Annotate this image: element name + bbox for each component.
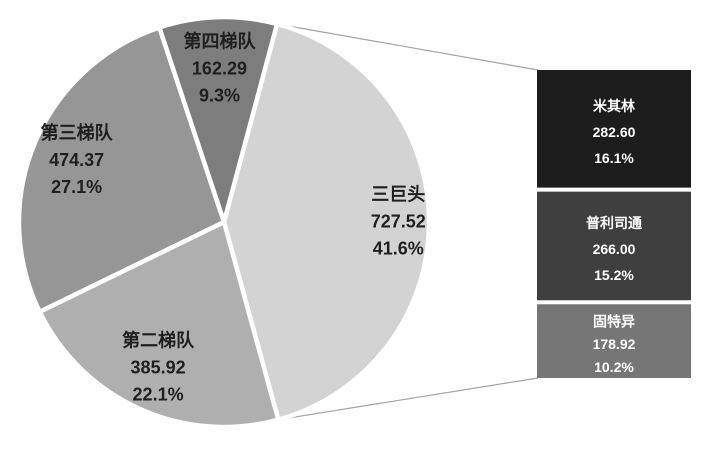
pie-slice-third-tier [16, 25, 227, 314]
bar-segment-percentage: 15.2% [594, 267, 634, 283]
pie-slice-percentage: 41.6% [373, 238, 424, 258]
pie-slice-percentage: 27.1% [51, 177, 102, 197]
bar-segment-value: 266.00 [593, 241, 636, 257]
pie-slice-percentage: 9.3% [199, 85, 240, 105]
bar-segment-label: 固特异 [593, 313, 635, 329]
connector-line-bottom [278, 377, 539, 421]
pie-slice-label: 第四梯队 [183, 30, 256, 51]
pie-slice-value: 385.92 [131, 358, 186, 378]
connector-line-top [276, 23, 539, 71]
pie-slice-big-three [221, 21, 432, 422]
bar-segment-percentage: 16.1% [594, 150, 634, 166]
bar-segment-value: 282.60 [593, 124, 636, 140]
pie-slice-label: 三巨头 [371, 184, 425, 204]
pie-slice-percentage: 22.1% [133, 385, 184, 405]
pie-slice-label: 第三梯队 [41, 122, 114, 143]
pie-slice-value: 474.37 [49, 150, 104, 170]
pie-slice-value: 727.52 [371, 211, 426, 231]
pie-slice-second-tier [37, 219, 281, 430]
bar-segment-percentage: 10.2% [594, 359, 634, 375]
bar-segment-bridgestone [537, 191, 691, 301]
bar-segment-value: 178.92 [593, 336, 636, 352]
pie-slice-fourth-tier [157, 14, 280, 225]
pie-slice-value: 162.29 [192, 58, 247, 78]
bar-segment-label: 米其林 [593, 98, 635, 114]
bar-segment-michelin [537, 70, 691, 188]
pie-slice-label: 第二梯队 [122, 330, 195, 351]
bar-segment-label: 普利司通 [586, 215, 642, 231]
bar-segment-goodyear [537, 304, 691, 378]
